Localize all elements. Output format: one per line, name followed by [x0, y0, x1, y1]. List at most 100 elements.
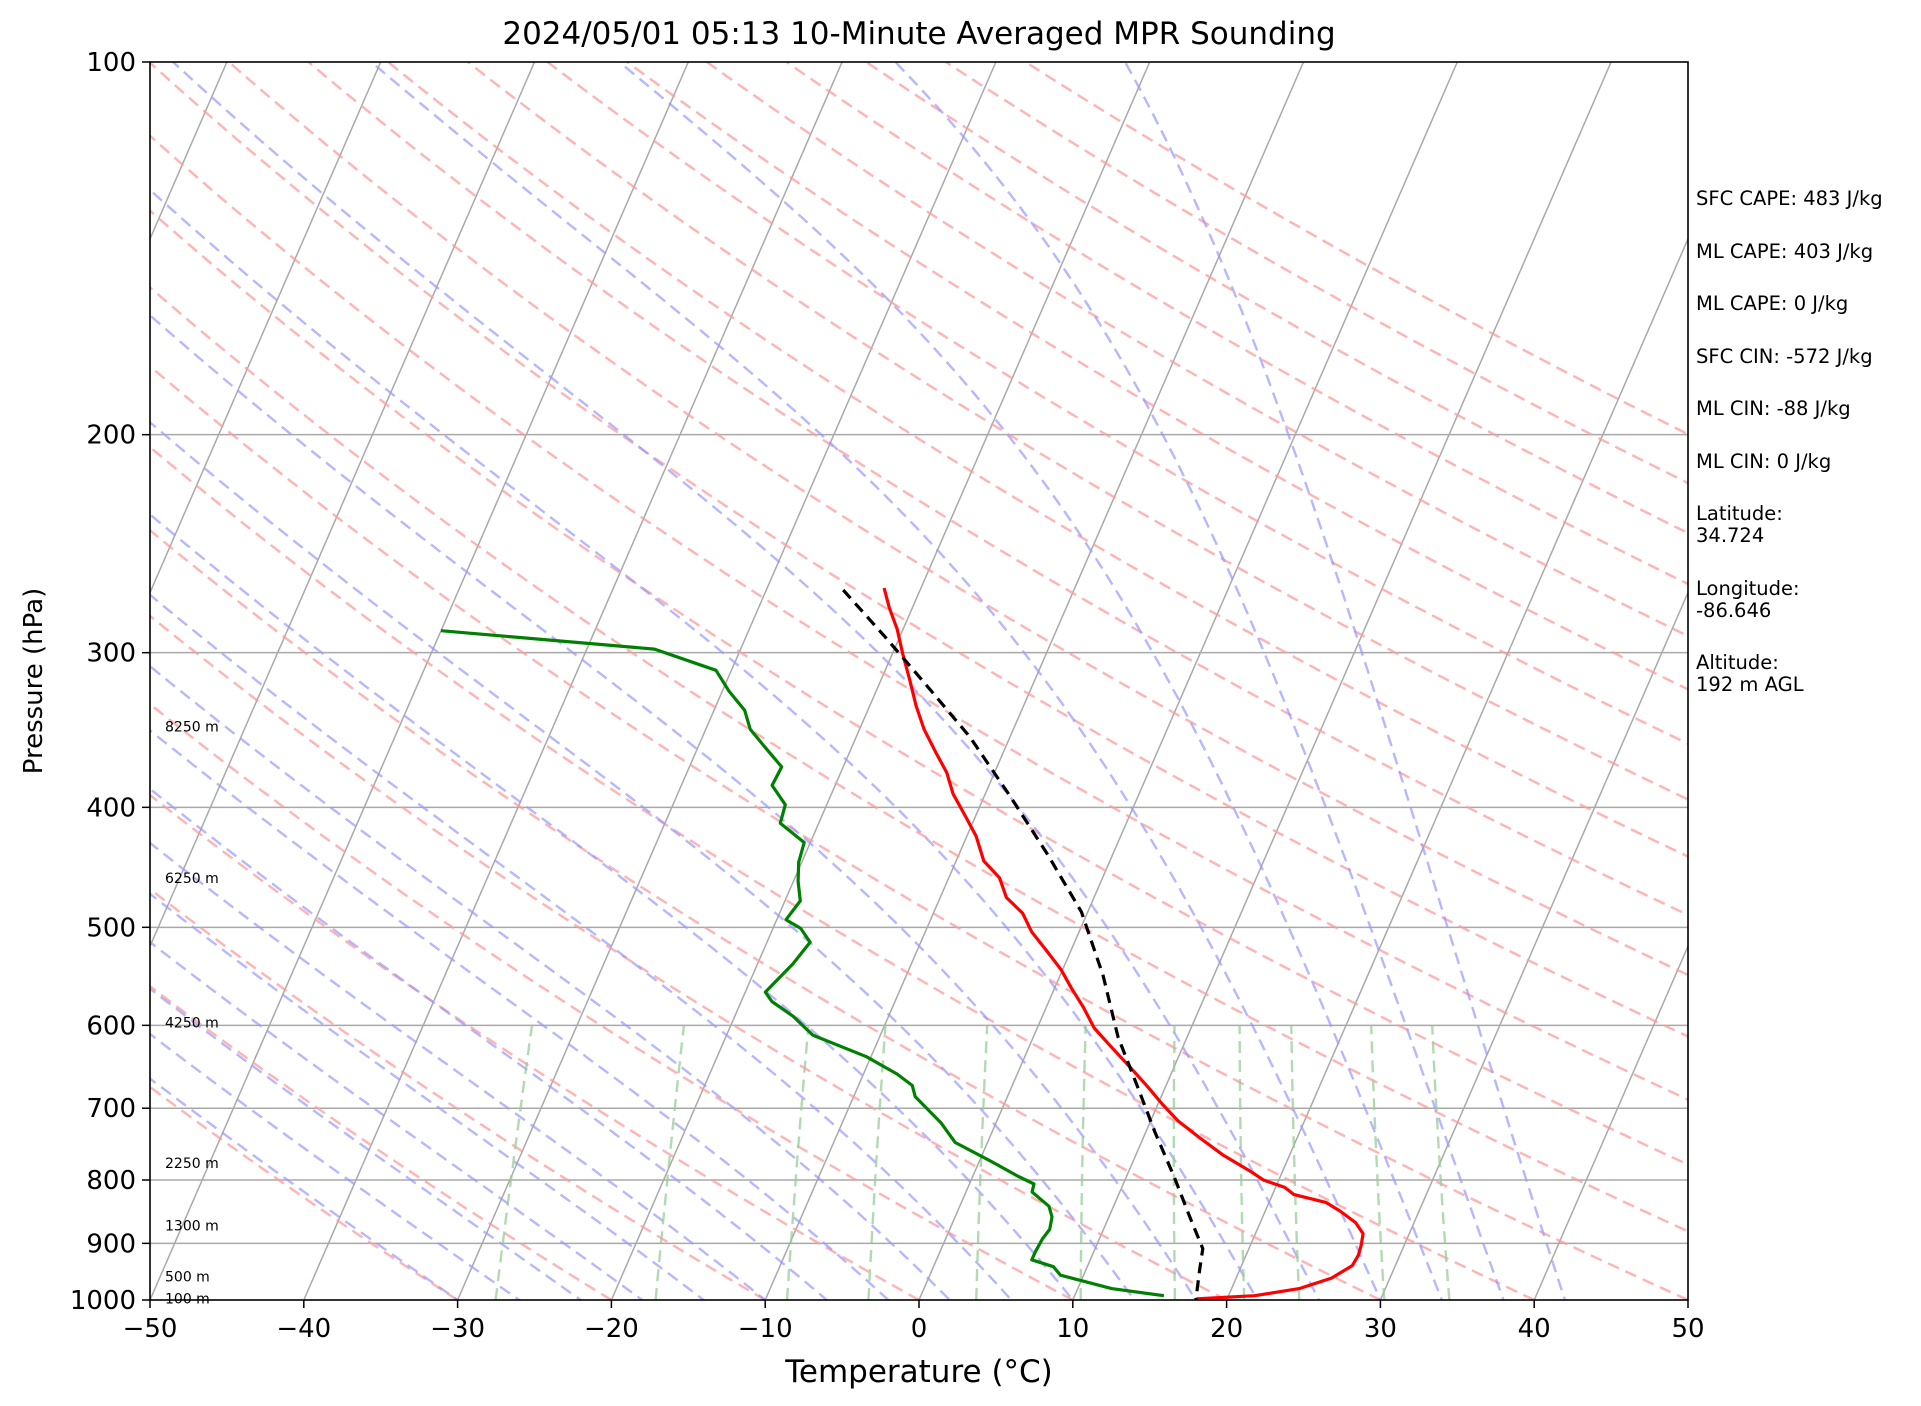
- chart-title: 2024/05/01 05:13 10-Minute Averaged MPR …: [502, 16, 1335, 52]
- moist-adiabat-line: [150, 841, 768, 1300]
- dry-adiabat-line: [1024, 62, 1688, 436]
- mixing-ratio-line: [654, 1025, 686, 1300]
- y-tick-label: 600: [86, 1011, 136, 1041]
- mixing-ratio-line: [1238, 1025, 1246, 1300]
- dry-adiabat-line: [945, 62, 1688, 485]
- moist-adiabat-line: [150, 420, 1136, 1300]
- longitude-text: Longitude: -86.646: [1696, 576, 1800, 622]
- mixing-ratio-line: [494, 1025, 534, 1300]
- mixing-ratio-line: [867, 1025, 887, 1300]
- ml-cape-text: ML CAPE: 403 J/kg: [1696, 239, 1874, 263]
- dry-adiabat-line: [150, 445, 1535, 1300]
- dry-adiabat-line: [150, 209, 1688, 1166]
- y-tick-label: 400: [86, 793, 136, 823]
- dry-adiabat-line: [626, 62, 1688, 691]
- dry-adiabat-line: [785, 62, 1688, 586]
- height-label: 2250 m: [165, 1156, 219, 1172]
- isotherm-line: [1072, 62, 1612, 1300]
- moist-adiabat-line: [150, 1032, 522, 1300]
- moist-adiabat-line: [150, 787, 829, 1300]
- height-label: 4250 m: [165, 1016, 219, 1032]
- moist-adiabat-line: [150, 512, 1075, 1300]
- dry-adiabat-line: [150, 62, 1688, 1038]
- mixing-ratio-line: [1370, 1025, 1386, 1300]
- y-axis-ticks: 100 200 300 400 500 600 700 800 900 1000: [70, 48, 150, 1316]
- y-tick-label: 300: [86, 639, 136, 669]
- moist-adiabat-line: [1124, 62, 1567, 1300]
- moist-adiabat-line: [150, 664, 952, 1300]
- y-tick-label: 200: [86, 421, 136, 451]
- dry-adiabat-line: [150, 528, 1381, 1300]
- dry-adiabat-line: [387, 62, 1688, 858]
- dry-adiabat-line: [706, 62, 1688, 638]
- moist-adiabat-line: [172, 62, 1321, 1300]
- dry-adiabat-line: [228, 62, 1688, 977]
- x-tick-label: −50: [123, 1314, 178, 1344]
- mixing-ratio-line: [975, 1025, 989, 1300]
- sounding-info-panel: SFC CAPE: 483 J/kg ML CAPE: 403 J/kg ML …: [1696, 188, 1918, 727]
- height-label: 1300 m: [165, 1219, 219, 1235]
- dry-adiabat-line: [150, 793, 920, 1300]
- dry-adiabat-line: [150, 285, 1688, 1233]
- moist-adiabat-line: [150, 940, 645, 1300]
- moist-adiabat-line: [150, 188, 1259, 1300]
- height-label: 8250 m: [165, 719, 219, 735]
- y-tick-label: 100: [86, 48, 136, 78]
- mixing-ratio-line: [785, 1025, 810, 1300]
- y-tick-label: 700: [86, 1094, 136, 1124]
- ml-cin-text: ML CIN: -88 J/kg: [1696, 397, 1851, 420]
- dry-adiabat-line: [150, 1085, 459, 1300]
- mixing-ratio-line: [1290, 1025, 1301, 1300]
- y-tick-label: 800: [86, 1166, 136, 1196]
- isotherm-line: [150, 62, 382, 595]
- x-tick-label: 30: [1364, 1314, 1397, 1344]
- isotherm-line: [150, 62, 689, 1300]
- sounding-series: [440, 587, 1365, 1300]
- ml-cape-secondary-text: ML CAPE: 0 J/kg: [1696, 292, 1849, 315]
- parcel-path-trace: [842, 588, 1205, 1300]
- latitude-text: Latitude: 34.724: [1696, 502, 1783, 547]
- temperature-trace: [882, 587, 1365, 1300]
- height-label: 6250 m: [165, 871, 219, 887]
- x-tick-label: −10: [738, 1314, 793, 1344]
- sfc-cape-text: SFC CAPE: 483 J/kg: [1696, 187, 1883, 210]
- x-tick-label: −30: [430, 1314, 485, 1344]
- dry-adiabat-line: [150, 614, 1228, 1300]
- isotherm-line: [610, 62, 1151, 1300]
- moist-adiabat-line: [150, 987, 583, 1300]
- altitude-text: Altitude: 192 m AGL: [1696, 651, 1804, 696]
- x-tick-label: −20: [584, 1314, 639, 1344]
- background-lines: [150, 62, 1688, 1300]
- x-axis-label: Temperature (°C): [784, 1354, 1053, 1390]
- mixing-ratio-line: [1079, 1025, 1087, 1300]
- height-label: 500 m: [165, 1269, 210, 1285]
- moist-adiabat-line: [894, 62, 1505, 1300]
- dry-adiabat-line: [865, 62, 1688, 535]
- dry-adiabat-line: [546, 62, 1688, 746]
- dry-adiabat-line: [150, 702, 1074, 1300]
- isotherm-line: [150, 62, 536, 949]
- mixing-ratio-line: [1431, 1025, 1451, 1300]
- ml-cin-secondary-text: ML CIN: 0 J/kg: [1696, 449, 1832, 473]
- dry-adiabat-line: [150, 887, 766, 1300]
- x-tick-label: 10: [1056, 1314, 1089, 1344]
- x-axis-ticks: −50 −40 −30 −20 −10 0 10 20 30 40 50: [123, 1300, 1705, 1344]
- isotherm-line: [456, 62, 997, 1300]
- y-tick-label: 900: [86, 1229, 136, 1259]
- moist-adiabat-line: [150, 313, 1198, 1300]
- moist-adiabat-line: [150, 892, 706, 1300]
- x-tick-label: 20: [1210, 1314, 1243, 1344]
- isotherm-line: [1533, 944, 1688, 1300]
- moist-adiabat-line: [150, 728, 890, 1300]
- isotherm-line: [1225, 236, 1688, 1300]
- moist-adiabat-line: [150, 1077, 460, 1300]
- moist-adiabat-line: [618, 62, 1444, 1300]
- isotherm-line: [764, 62, 1305, 1300]
- x-tick-label: 40: [1518, 1314, 1551, 1344]
- mixing-ratio-line: [1172, 1025, 1177, 1300]
- y-axis-label: Pressure (hPa): [19, 588, 49, 775]
- isotherm-line: [918, 62, 1458, 1300]
- moist-adiabat-line: [370, 62, 1382, 1300]
